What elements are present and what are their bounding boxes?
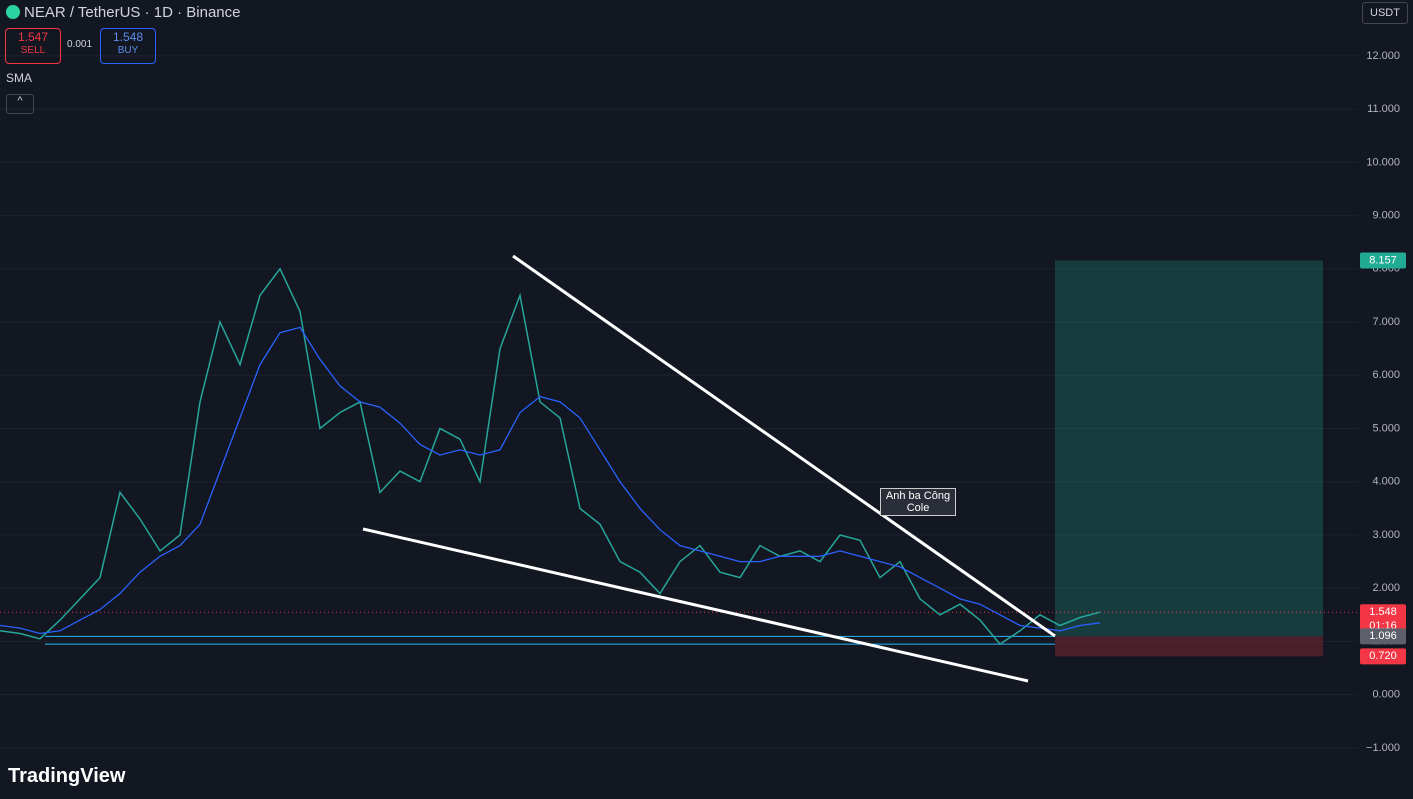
buy-button[interactable]: 1.548 BUY: [100, 28, 156, 64]
y-tick-label: 6.000: [1372, 369, 1400, 381]
target-zone: [1055, 260, 1323, 637]
y-tick-label: 12.000: [1366, 50, 1400, 62]
price-label: 1.548: [1369, 606, 1397, 618]
trendline: [362, 527, 1029, 683]
annotation: Anh ba Công Cole: [880, 488, 956, 516]
sell-label: SELL: [20, 45, 46, 56]
stop-zone: [1055, 636, 1323, 657]
price-label-box: [1360, 604, 1406, 635]
indicator[interactable]: SMA: [6, 71, 33, 85]
price-label-box: [1360, 648, 1406, 665]
y-tick-label: 3.000: [1372, 529, 1400, 541]
price-label-box: [1360, 252, 1406, 269]
price-label: 1.096: [1369, 630, 1397, 642]
collapse-button[interactable]: ^: [6, 94, 34, 114]
buy-label: BUY: [117, 45, 139, 56]
currency[interactable]: USDT: [1362, 2, 1408, 24]
sell-button[interactable]: 1.547 SELL: [5, 28, 61, 64]
symbol-title: NEAR / TetherUS · 1D · Binance: [6, 4, 240, 21]
y-tick-label: 11.000: [1367, 103, 1400, 115]
spread: 0.001: [67, 39, 93, 50]
price-label: 8.157: [1369, 254, 1397, 266]
y-tick-label: 9.000: [1372, 209, 1400, 221]
y-tick-label: −1.000: [1366, 742, 1400, 754]
y-tick-label: 2.000: [1372, 582, 1400, 594]
y-tick-label: 7.000: [1372, 316, 1400, 328]
y-tick-label: 4.000: [1372, 476, 1400, 488]
y-tick-label: 10.000: [1366, 156, 1400, 168]
price-line: [0, 267, 1101, 646]
price-label: 0.720: [1369, 650, 1397, 662]
price-label-box: [1360, 628, 1406, 645]
sma-line: [0, 326, 1101, 635]
sell-price: 1.547: [17, 30, 49, 44]
symbol: NEAR / TetherUS · 1D · Binance: [24, 4, 241, 21]
y-tick-label: 5.000: [1372, 422, 1400, 434]
trendline: [512, 254, 1056, 638]
brand-logo: TradingView: [8, 765, 126, 787]
buy-price: 1.548: [112, 30, 144, 44]
y-tick-label: 0.000: [1372, 689, 1400, 701]
logo-icon: [6, 5, 20, 19]
